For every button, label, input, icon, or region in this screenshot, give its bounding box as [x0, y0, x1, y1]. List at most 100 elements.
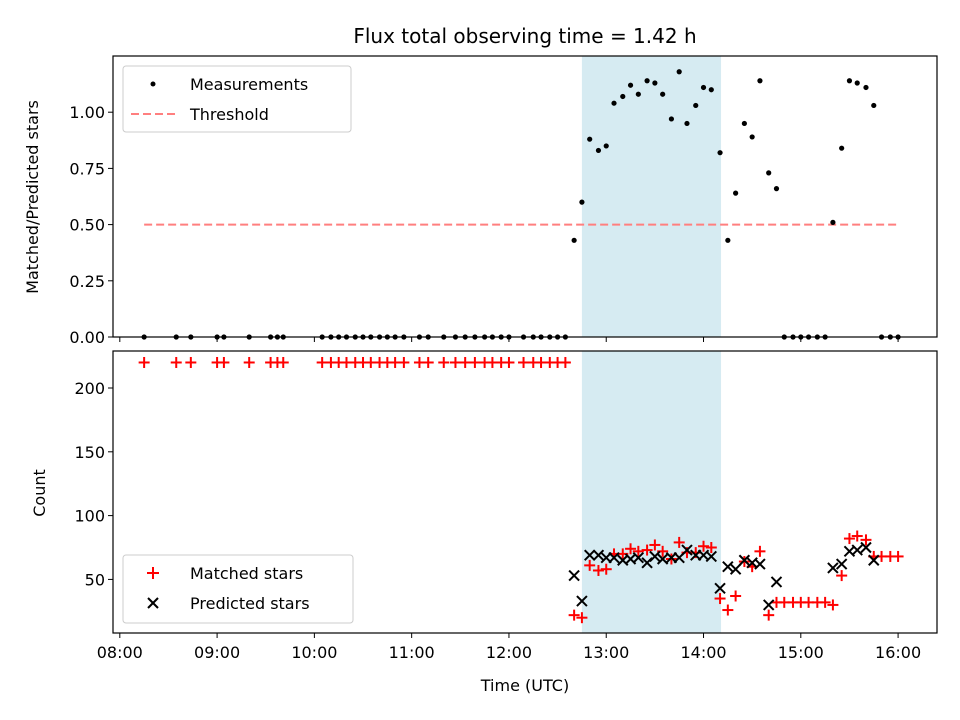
- measurement-point: [571, 237, 577, 243]
- predicted-star-point: [632, 552, 645, 564]
- x-tick-label: 16:00: [875, 643, 921, 662]
- top-legend: Measurements Threshold: [122, 65, 352, 133]
- legend-threshold-label: Threshold: [189, 105, 269, 124]
- predicted-star-point: [576, 595, 588, 607]
- measurement-point: [603, 143, 609, 149]
- legend-measurements-label: Measurements: [190, 75, 308, 94]
- top-y-axis-label: Matched/Predicted stars: [23, 100, 42, 294]
- legend-measurements-marker: [150, 81, 156, 87]
- bottom-y-tick-label: 50: [85, 570, 105, 589]
- measurement-point: [773, 186, 780, 192]
- matched-star-point: [600, 563, 612, 575]
- predicted-star-point: [729, 563, 742, 575]
- measurement-point: [644, 78, 650, 84]
- measurement-point: [766, 170, 772, 176]
- legend-predicted-label: Predicted stars: [190, 594, 310, 613]
- predicted-star-point: [722, 560, 734, 573]
- measurement-point: [749, 134, 755, 140]
- measurement-point: [684, 120, 690, 127]
- top-panel: Flux total observing time = 1.42 h 0.000…: [23, 24, 938, 347]
- measurement-point: [839, 145, 845, 151]
- matched-star-point: [705, 542, 717, 554]
- matched-star-point: [673, 536, 685, 548]
- measurement-point: [830, 219, 836, 225]
- predicted-star-point: [754, 558, 766, 570]
- matched-star-point: [698, 540, 710, 552]
- predicted-star-point: [860, 541, 872, 554]
- predicted-star-point: [738, 554, 751, 566]
- measurement-point: [611, 100, 617, 106]
- predicted-star-point: [762, 599, 775, 611]
- bottom-panel: 50 100 150 200 08:00 09:00 10:00 11:00 12:00 13:…: [30, 350, 938, 695]
- matched-star-point: [469, 356, 481, 368]
- matched-star-point: [185, 356, 197, 368]
- predicted-star-point: [681, 544, 693, 556]
- bottom-axes-frame: [112, 350, 938, 634]
- measurement-point: [579, 199, 585, 205]
- measurement-point: [635, 91, 641, 97]
- measurement-point: [863, 84, 869, 91]
- x-tick-label: 12:00: [486, 643, 532, 662]
- measurement-point: [660, 91, 666, 97]
- matched-star-point: [518, 356, 530, 368]
- chart-title: Flux total observing time = 1.42 h: [353, 24, 696, 48]
- matched-star-point: [860, 534, 872, 546]
- measurement-point: [854, 80, 860, 86]
- predicted-star-points: [568, 541, 880, 611]
- top-x-ticks: [119, 337, 899, 342]
- matched-star-point: [649, 539, 661, 551]
- measurement-point: [652, 80, 658, 86]
- bottom-x-axis: 08:00 09:00 10:00 11:00 12:00 13:00 14:00 15:00…: [97, 633, 921, 662]
- matched-star-point: [827, 599, 839, 611]
- matched-star-point: [449, 356, 461, 368]
- x-tick-label: 08:00: [97, 643, 143, 662]
- x-tick-label: 15:00: [778, 643, 824, 662]
- matched-star-point: [138, 356, 150, 368]
- bottom-y-axis-label: Count: [30, 469, 49, 517]
- top-y-tick-label: 1.00: [69, 103, 105, 122]
- matched-star-point: [438, 356, 450, 368]
- measurement-point: [620, 93, 626, 100]
- matched-star-point: [641, 544, 653, 556]
- matched-star-point: [714, 593, 726, 605]
- matched-star-point: [592, 564, 604, 576]
- matched-star-point: [892, 550, 904, 562]
- measurement-point: [733, 190, 739, 196]
- top-axes-frame: [112, 55, 938, 338]
- matched-star-point: [722, 604, 734, 616]
- predicted-star-point: [608, 552, 620, 564]
- matched-star-point: [422, 356, 434, 368]
- matched-star-point: [568, 609, 580, 621]
- predicted-star-point: [827, 562, 839, 574]
- matched-star-point: [576, 612, 588, 624]
- top-y-tick-label: 0.50: [69, 216, 105, 235]
- bottom-y-tick-label: 200: [74, 379, 105, 398]
- matched-star-point: [819, 596, 831, 608]
- predicted-star-point: [851, 544, 863, 556]
- x-axis-label: Time (UTC): [480, 676, 569, 695]
- matched-star-point: [763, 609, 775, 621]
- top-legend-box: [122, 65, 352, 133]
- matched-star-point: [584, 559, 596, 571]
- matched-star-point: [398, 356, 410, 368]
- measurement-point: [708, 87, 714, 93]
- legend-predicted-marker: [147, 597, 159, 609]
- measurement-point: [668, 116, 675, 122]
- predicted-star-point: [868, 554, 880, 566]
- measurement-point: [725, 237, 731, 243]
- predicted-star-point: [592, 549, 605, 561]
- bottom-y-tick-label: 150: [74, 443, 105, 462]
- matched-star-point: [625, 543, 637, 555]
- x-tick-label: 11:00: [389, 643, 435, 662]
- predicted-star-point: [770, 576, 783, 588]
- measurement-point: [693, 102, 699, 109]
- bottom-legend: Matched stars Predicted stars: [122, 554, 354, 624]
- bottom-legend-box: [122, 554, 354, 624]
- matched-star-point: [459, 356, 471, 368]
- bottom-y-axis: 50 100 150 200: [74, 379, 113, 589]
- measurement-point: [676, 69, 682, 75]
- measurement-points: [141, 69, 901, 340]
- measurement-point: [757, 78, 763, 84]
- x-tick-label: 14:00: [680, 643, 726, 662]
